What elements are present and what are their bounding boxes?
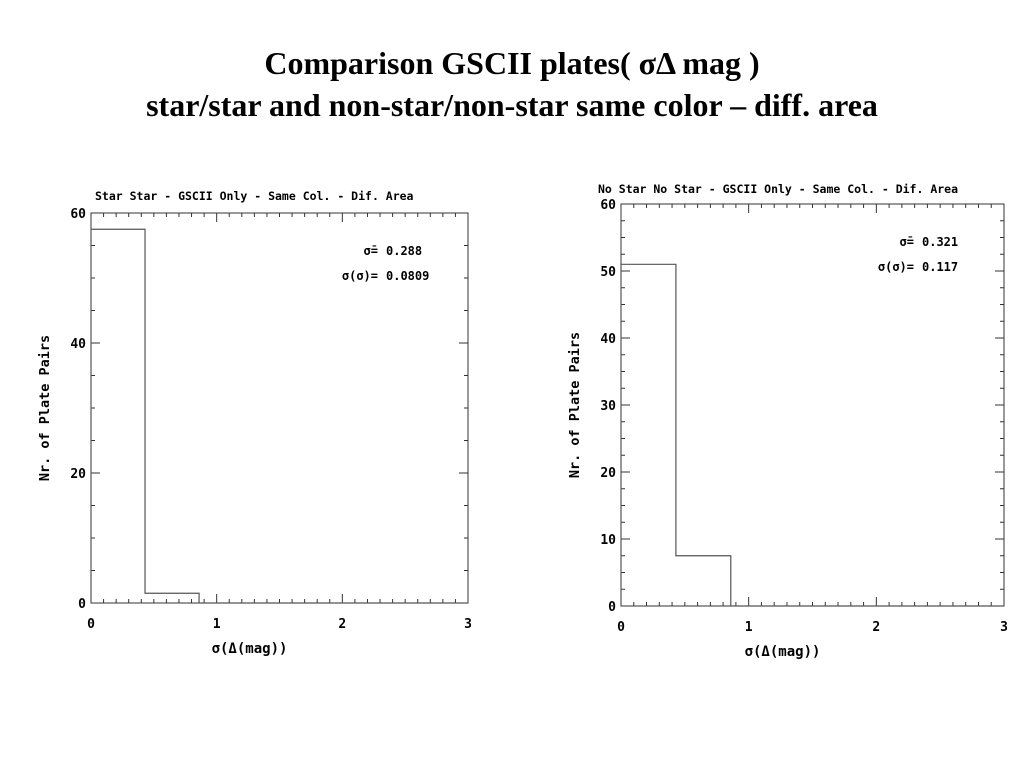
- x-tick-label: 1: [745, 620, 753, 635]
- x-axis-label: σ(Δ(mag)): [212, 641, 288, 657]
- y-tick-label: 60: [600, 198, 616, 213]
- x-tick-label: 3: [464, 617, 472, 632]
- y-tick-label: 40: [600, 332, 616, 347]
- y-tick-label: 50: [600, 265, 616, 280]
- chart-title: No Star No Star - GSCII Only - Same Col.…: [598, 182, 958, 196]
- slide-title-line-2: star/star and non-star/non-star same col…: [146, 87, 878, 123]
- histogram-bar: [676, 556, 731, 606]
- x-axis-label: σ(Δ(mag)): [745, 644, 821, 660]
- y-tick-label: 0: [78, 597, 86, 612]
- histogram-outline: [620, 263, 1004, 607]
- stat-label: σ(σ)=: [878, 260, 914, 274]
- y-axis-label: Nr. of Plate Pairs: [567, 332, 583, 478]
- stat-value: 0.321: [922, 235, 958, 249]
- y-tick-label: 20: [600, 466, 616, 481]
- y-tick-label: 40: [70, 337, 86, 352]
- x-tick-label: 1: [213, 617, 221, 632]
- histogram-nostar-nostar: No Star No Star - GSCII Only - Same Col.…: [567, 182, 1008, 660]
- y-tick-label: 0: [608, 600, 616, 615]
- histogram-star-star: Star Star - GSCII Only - Same Col. - Dif…: [37, 189, 472, 657]
- histogram-outline: [90, 228, 468, 604]
- y-tick-label: 30: [600, 399, 616, 414]
- y-tick-label: 10: [600, 533, 616, 548]
- stat-label: σ̄=: [900, 235, 914, 249]
- y-axis-label: Nr. of Plate Pairs: [37, 335, 53, 481]
- stat-label: σ(σ)=: [342, 269, 378, 283]
- histogram-bar: [621, 264, 676, 606]
- histogram-bar: [145, 593, 199, 603]
- y-tick-label: 60: [70, 207, 86, 222]
- y-tick-label: 20: [70, 467, 86, 482]
- stat-value: 0.288: [386, 244, 422, 258]
- stat-value: 0.117: [922, 260, 958, 274]
- slide-title: Comparison GSCII plates( σΔ mag ) star/s…: [0, 42, 1024, 126]
- stat-value: 0.0809: [386, 269, 429, 283]
- x-tick-label: 2: [872, 620, 880, 635]
- slide-title-line-1: Comparison GSCII plates( σΔ mag ): [264, 45, 760, 81]
- x-tick-label: 0: [617, 620, 625, 635]
- histogram-bar: [91, 229, 145, 603]
- x-tick-label: 3: [1000, 620, 1008, 635]
- stat-label: σ̄=: [364, 244, 378, 258]
- chart-title: Star Star - GSCII Only - Same Col. - Dif…: [95, 189, 414, 203]
- x-tick-label: 2: [338, 617, 346, 632]
- x-tick-label: 0: [87, 617, 95, 632]
